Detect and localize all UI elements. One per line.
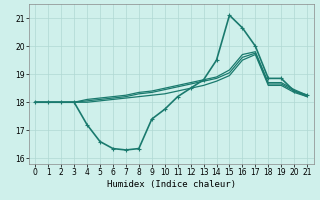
X-axis label: Humidex (Indice chaleur): Humidex (Indice chaleur): [107, 180, 236, 189]
